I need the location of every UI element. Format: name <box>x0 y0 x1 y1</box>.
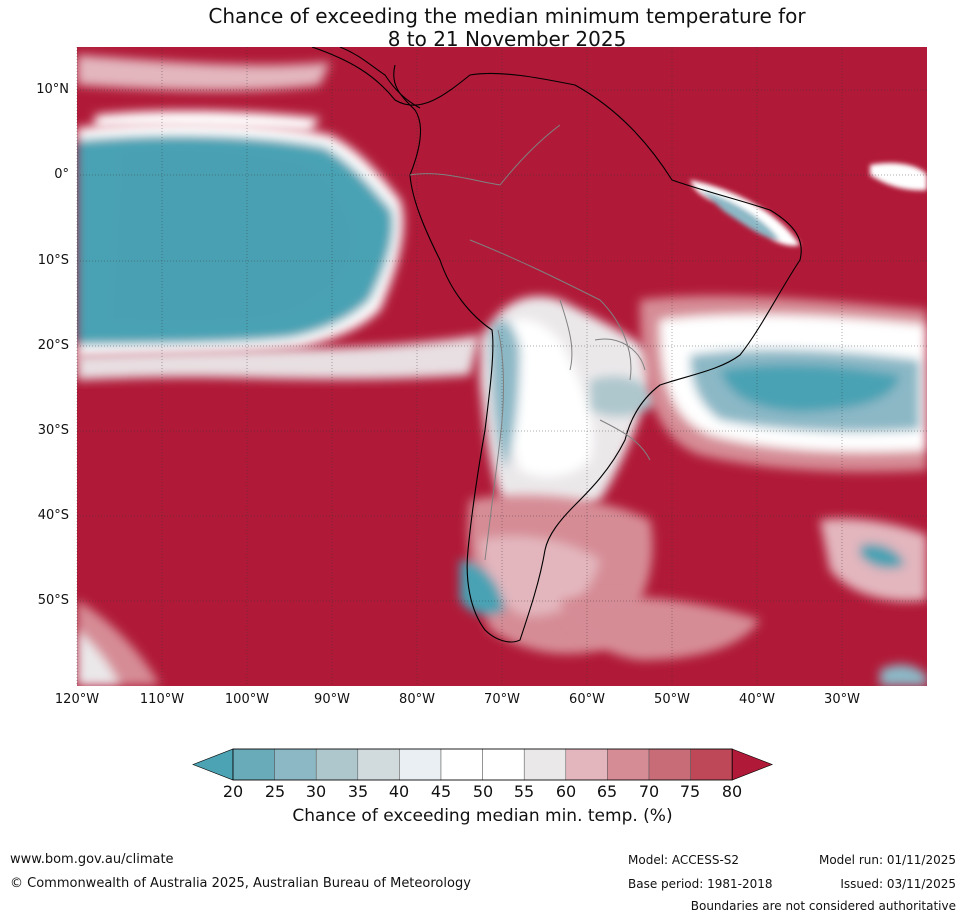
model-run-text: Model run: 01/11/2025 <box>818 853 956 867</box>
colorbar-segment <box>232 748 275 781</box>
colorbar-tick-label: 40 <box>388 782 410 801</box>
map-field <box>77 47 927 686</box>
pacific-south-band <box>77 335 480 380</box>
colorbar-segment <box>315 748 359 781</box>
lat-label: 50°S <box>37 593 69 608</box>
disclaimer-text: Boundaries are not considered authoritat… <box>690 899 956 913</box>
colorbar-segment <box>565 748 608 781</box>
lon-label: 40°W <box>739 692 775 707</box>
colorbar-tick-label: 80 <box>721 782 743 801</box>
map-title-line-1: Chance of exceeding the median minimum t… <box>208 4 806 28</box>
gridlines <box>76 47 927 686</box>
colorbar-segment <box>690 748 733 781</box>
lat-label: 0° <box>54 167 69 182</box>
colorbar-segment <box>357 748 400 781</box>
lon-label: 110°W <box>139 692 185 707</box>
lon-label: 80°W <box>399 692 435 707</box>
colorbar-tick-label: 50 <box>472 782 494 801</box>
lat-label: 10°S <box>37 253 69 268</box>
model-text: Model: ACCESS-S2 <box>628 853 740 867</box>
south-atlantic-cool-region <box>640 295 927 472</box>
lat-label: 40°S <box>37 508 69 523</box>
colorbar-tick-label: 60 <box>555 782 577 801</box>
lon-label: 120°W <box>54 692 100 707</box>
lat-label: 30°S <box>37 423 69 438</box>
country-borders <box>409 124 651 561</box>
colorbar-tick-label: 20 <box>222 782 244 801</box>
colorbar-segment <box>648 748 691 781</box>
colorbar-segment <box>274 748 317 781</box>
base-period-text: Base period: 1981-2018 <box>628 877 773 891</box>
pacific-cool-region <box>77 122 404 358</box>
lon-label: 30°W <box>824 692 860 707</box>
lat-label: 20°S <box>37 338 69 353</box>
colorbar-segment <box>399 748 442 781</box>
central-america-coastline <box>339 47 421 109</box>
lat-label: 10°N <box>36 82 69 97</box>
lon-label: 100°W <box>224 692 270 707</box>
equatorial-atlantic-streak <box>690 163 927 246</box>
colorbar-segment <box>523 748 567 781</box>
lon-label: 90°W <box>314 692 350 707</box>
issued-text: Issued: 03/11/2025 <box>840 877 956 891</box>
southern-ocean-patches <box>560 518 927 686</box>
south-america-neutral-region <box>480 296 660 524</box>
copyright-text: © Commonwealth of Australia 2025, Austra… <box>10 876 471 891</box>
colorbar-tick-label: 55 <box>513 782 535 801</box>
colorbar-tick-label: 25 <box>264 782 286 801</box>
south-america-coastline <box>311 47 802 643</box>
colorbar-segment <box>607 748 650 781</box>
lon-label: 50°W <box>654 692 690 707</box>
colorbar-tick-label: 35 <box>347 782 369 801</box>
colorbar-segment <box>482 748 525 781</box>
lon-label: 60°W <box>569 692 605 707</box>
map-title-line-2: 8 to 21 November 2025 <box>387 27 627 51</box>
colorbar-low-arrow <box>192 748 234 781</box>
colorbar-tick-label: 75 <box>679 782 701 801</box>
coastlines <box>311 47 802 643</box>
colorbar-tick-label: 30 <box>305 782 327 801</box>
colorbar-title: Chance of exceeding median min. temp. (%… <box>292 806 673 826</box>
website-text: www.bom.gov.au/climate <box>10 852 174 867</box>
colorbar-tick-label: 65 <box>596 782 618 801</box>
lon-label: 70°W <box>484 692 520 707</box>
colorbar-segment <box>440 748 483 781</box>
colorbar-outline <box>232 748 733 781</box>
north-pacific-streaks <box>77 55 330 686</box>
colorbar-high-arrow <box>731 748 774 781</box>
colorbar-tick-label: 45 <box>430 782 452 801</box>
colorbar-tick-label: 70 <box>638 782 660 801</box>
